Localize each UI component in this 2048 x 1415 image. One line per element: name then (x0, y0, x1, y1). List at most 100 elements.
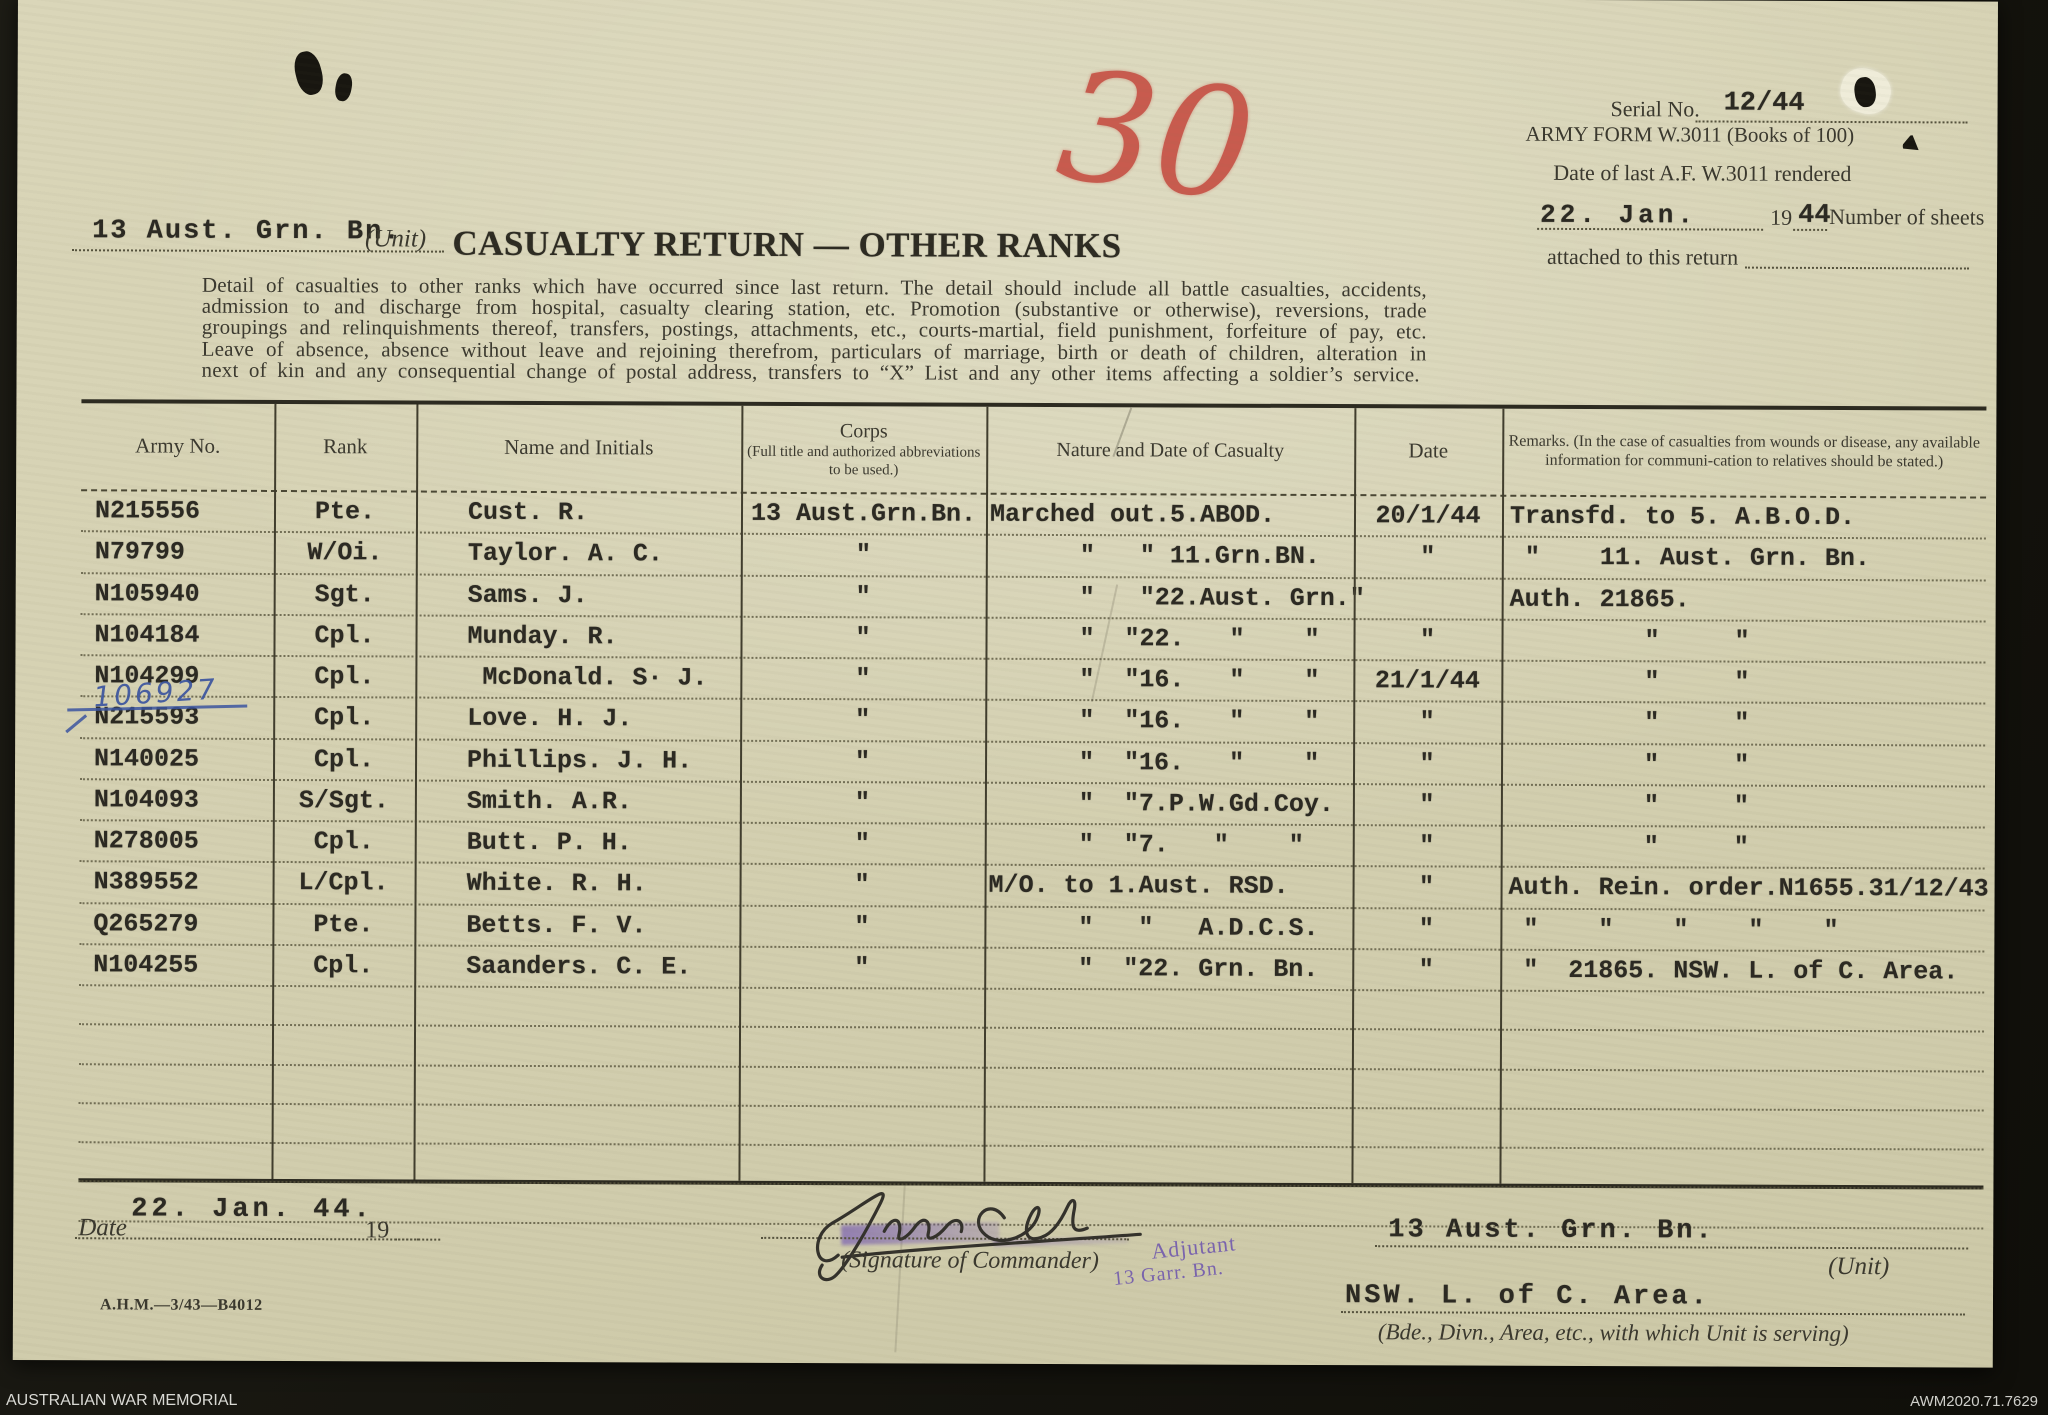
print-code: A.H.M.—3/43—B4012 (99, 1296, 263, 1314)
red-crayon-number: 30 (1049, 35, 1264, 236)
cell-date: " (1419, 749, 1435, 779)
cell-date: " (1418, 955, 1434, 985)
footer-area-dotted (1340, 1311, 1965, 1316)
cell-corps: " (855, 581, 871, 611)
header-corps-title: Corps (839, 420, 888, 443)
cell-nature: M/O. to 1.Aust. RSD. (988, 871, 1289, 902)
cell-nature: " "16. " " (989, 706, 1320, 737)
serial-label: Serial No. (1610, 96, 1700, 122)
cell-rank: Cpl. (313, 951, 374, 981)
cell-remarks: " " (1508, 790, 1749, 821)
cell-nature: " " 11.Grn.BN. (989, 541, 1320, 572)
date-last-rendered-label: Date of last A.F. W.3011 rendered (1553, 159, 1852, 187)
table-row: N104299 Cpl. McDonald. S· J. " " "16. " " 2… (80, 656, 1986, 705)
cell-date: 21/1/44 (1374, 666, 1480, 696)
cell-name: Love. H. J. (467, 704, 633, 734)
cell-remarks: " " (1509, 625, 1750, 656)
header-corps-sub: (Full title and authorized abbreviations… (747, 444, 981, 478)
sheets-label-line2: attached to this return (1546, 243, 1739, 270)
watermark-right: AWM2020.71.7629 (1910, 1393, 2038, 1410)
cell-remarks: " 21865. NSW. L. of C. Area. (1508, 955, 1959, 987)
punch-mark-icon (290, 48, 327, 98)
table-row: N140025 Cpl. Phillips. J. H. " " "16. " " " … (79, 738, 1986, 788)
header-nature: Nature and Date of Casualty (1056, 438, 1285, 462)
cell-corps: " (854, 829, 870, 859)
cell-date: " (1420, 542, 1436, 572)
cell-rank: L/Cpl. (298, 868, 389, 898)
instructions-paragraph: Detail of casualties to other ranks whic… (201, 272, 1427, 387)
cell-name: White. R. H. (466, 869, 647, 899)
footer-year-prefix: 19 (365, 1217, 390, 1244)
unit-value-top: 13 Aust. Grn. Bn. (92, 216, 402, 248)
cell-nature: " "22. Grn. Bn. (988, 953, 1319, 984)
footer-unit-label: (Unit) (1828, 1252, 1890, 1281)
cell-remarks: Auth. 21865. (1509, 584, 1690, 615)
table-row: N104255 Cpl. Saanders. C. E. " " "22. Grn. … (79, 944, 1985, 994)
watermark-left: AUSTRALIAN WAR MEMORIAL (6, 1392, 238, 1409)
cell-rank: S/Sgt. (298, 785, 389, 816)
cell-name: Munday. R. (467, 621, 618, 652)
table-body: N215556 Pte. Cust. R. 13 Aust.Grn.Bn. Marche… (78, 491, 1989, 1230)
cell-name: Smith. A.R. (466, 786, 632, 817)
cell-remarks: " " (1508, 749, 1750, 780)
footer-date-value: 22. Jan. 44. (131, 1194, 374, 1226)
cell-army-no: N215556 (94, 496, 201, 526)
cell-date: " (1419, 790, 1435, 820)
cell-army-no: N104093 (93, 785, 199, 815)
cell-rank: Cpl. (313, 744, 375, 774)
sheets-label-line1: Number of sheets (1829, 203, 1985, 230)
table-row: N215593 Cpl. Love. H. J. " " "16. " " " " " (80, 697, 1986, 747)
punch-mark-icon (1900, 132, 1925, 157)
cell-name: Cust. R. (467, 497, 589, 528)
cell-name: Taylor. A. C. (467, 539, 663, 569)
table-row: Q265279 Pte. Betts. F. V. " " " A.D.C.S. " "… (79, 903, 1985, 953)
cell-army-no: N278005 (93, 826, 199, 856)
form-paper: Serial No. 12/44 ARMY FORM W.3011 (Books… (12, 0, 1998, 1368)
table-row: N215556 Pte. Cust. R. 13 Aust.Grn.Bn. Marche… (80, 491, 1987, 540)
cell-rank: Pte. (313, 909, 374, 939)
year-prefix: 19 (1770, 204, 1793, 230)
cell-name: Saanders. C. E. (466, 951, 692, 982)
casualty-table: Army No. Rank Name and Initials Corps (F… (78, 399, 1989, 1230)
cell-date: " (1418, 914, 1434, 944)
serial-value: 12/44 (1723, 88, 1805, 119)
header-corps: Corps (Full title and authorized abbrevi… (741, 419, 986, 480)
date-dotted-line (1537, 227, 1764, 231)
cell-nature: " "7. " " (988, 829, 1304, 861)
form-name: ARMY FORM W.3011 (Books of 100) (1525, 121, 1855, 148)
page-title: CASUALTY RETURN — OTHER RANKS (452, 223, 1122, 266)
year-value: 44 (1798, 200, 1831, 231)
table-row: N278005 Cpl. Butt. P. H. " " "7. " " " " " (79, 821, 1985, 870)
table-header-row: Army No. Rank Name and Initials Corps (F… (81, 403, 1987, 499)
cell-nature: " " A.D.C.S. (988, 912, 1319, 943)
cell-corps: " (854, 870, 870, 900)
cell-remarks: Transfd. to 5. A.B.O.D. (1509, 501, 1856, 533)
cell-date: " (1419, 831, 1435, 861)
header-date: Date (1408, 438, 1449, 463)
signature-label: (Signature of Commander) (841, 1247, 1099, 1275)
cell-remarks: " 11. Aust. Grn. Bn. (1509, 543, 1870, 574)
cell-name: Phillips. J. H. (467, 745, 693, 776)
table-row: N79799 W/Oi. Taylor. A. C. " " " 11.Grn.BN.… (80, 532, 1986, 582)
cell-nature: " "16. " " (989, 664, 1320, 696)
unit-label-top: (Unit) (365, 225, 427, 253)
cell-rank: Cpl. (314, 621, 375, 651)
header-rank: Rank (323, 434, 368, 459)
cell-remarks: " " (1509, 666, 1750, 697)
cell-date: " (1419, 707, 1435, 737)
cell-rank: W/Oi. (307, 538, 383, 568)
header-remarks: Remarks. (In the case of casualties from… (1508, 432, 1981, 471)
cell-nature: " "7.P.W.Gd.Coy. (988, 788, 1335, 819)
cell-rank: Pte. (314, 497, 376, 527)
cell-name: Sams. J. (467, 580, 588, 610)
cell-army-no: N105940 (94, 578, 200, 609)
attached-dotted-line (1744, 266, 1969, 270)
footer-unit-value: 13 Aust. Grn. Bn. (1388, 1215, 1715, 1247)
cell-rank: Cpl. (314, 662, 375, 692)
cell-name: Betts. F. V. (466, 910, 647, 941)
date-last-rendered-value: 22. Jan. (1540, 199, 1698, 231)
cell-corps: " (854, 953, 870, 983)
cell-date: " (1419, 625, 1436, 655)
cell-army-no: N140025 (94, 743, 200, 774)
